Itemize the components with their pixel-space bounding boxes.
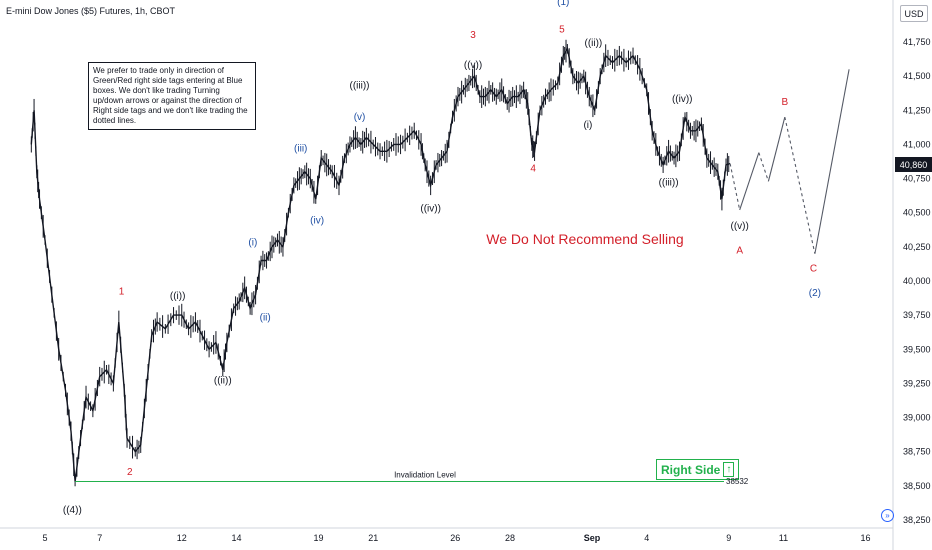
wave-label: ((iii)) xyxy=(659,177,679,188)
time-tick-label: Sep xyxy=(584,533,601,543)
time-tick-label: 28 xyxy=(505,533,515,543)
projection-segment xyxy=(729,163,741,211)
price-tick-label: 38,750 xyxy=(903,447,931,457)
wave-label: (ii) xyxy=(260,313,271,324)
trading-note: We prefer to trade only in direction of … xyxy=(88,62,256,130)
wave-label: 2 xyxy=(127,467,133,478)
wave-label: ((i)) xyxy=(170,291,186,302)
wave-label: A xyxy=(736,246,743,257)
price-series xyxy=(30,39,731,487)
scroll-to-realtime-icon[interactable]: » xyxy=(881,509,894,522)
wave-label: C xyxy=(810,263,817,274)
price-tick-label: 40,250 xyxy=(903,242,931,252)
price-tick-label: 41,750 xyxy=(903,37,931,47)
price-tick-label: 39,250 xyxy=(903,378,931,388)
time-tick-label: 14 xyxy=(231,533,241,543)
wave-label: ((iv)) xyxy=(672,94,693,105)
price-axis: 38,250 38,500 38,750 39,000 39,250 39,500 39,7… xyxy=(892,0,931,550)
currency-button[interactable]: USD xyxy=(900,5,928,22)
recommendation-text: We Do Not Recommend Selling xyxy=(486,231,683,247)
price-line xyxy=(30,46,731,482)
wave-label: 4 xyxy=(530,164,536,175)
time-tick-label: 4 xyxy=(644,533,649,543)
projection-segment xyxy=(739,152,760,211)
time-tick-label: 12 xyxy=(177,533,187,543)
wave-label: (iv) xyxy=(310,216,324,227)
wave-label: 3 xyxy=(470,30,476,41)
wave-label: (iii) xyxy=(294,143,307,154)
price-tick-label: 38,250 xyxy=(903,515,931,525)
time-tick-label: 21 xyxy=(368,533,378,543)
price-tick-label: 39,750 xyxy=(903,310,931,320)
time-tick-label: 7 xyxy=(97,533,102,543)
projection-segment xyxy=(784,116,816,254)
price-tick-label: 41,000 xyxy=(903,139,931,149)
right-side-tag: Right Side ↑ xyxy=(656,459,740,480)
time-tick-label: 11 xyxy=(779,533,788,543)
wave-label: ((iv)) xyxy=(420,203,441,214)
time-tick-label: 16 xyxy=(860,533,870,543)
wave-label: ((v)) xyxy=(464,60,482,71)
wave-label: ((iii)) xyxy=(350,80,370,91)
price-tick-label: 40,750 xyxy=(903,174,931,184)
time-tick-label: 19 xyxy=(313,533,323,543)
price-tick-label: 38,500 xyxy=(903,481,931,491)
wave-label: ((v)) xyxy=(731,221,749,232)
time-tick-label: 5 xyxy=(42,533,47,543)
symbol-title: E-mini Dow Jones ($5) Futures, 1h, CBOT xyxy=(6,6,176,16)
time-tick-label: 9 xyxy=(726,533,731,543)
price-tick-label: 39,000 xyxy=(903,413,931,423)
price-tick-label: 40,000 xyxy=(903,276,931,286)
projection-segment xyxy=(758,152,769,182)
current-price-badge: 40,860 xyxy=(895,157,932,172)
wave-label: ((ii)) xyxy=(584,38,602,49)
wave-label: (1) xyxy=(557,0,569,8)
wave-label: ((4)) xyxy=(63,505,82,516)
price-tick-label: 41,250 xyxy=(903,105,931,115)
invalidation-label: Invalidation Level xyxy=(394,470,456,479)
right-side-label: Right Side xyxy=(661,462,721,477)
projection-paths xyxy=(729,69,850,254)
wave-label: 5 xyxy=(559,24,565,35)
time-axis: 5 7 12 14 19 21 26 28 Sep 4 9 11 16 xyxy=(0,527,893,543)
wave-label: (i) xyxy=(583,120,592,131)
price-tick-label: 41,500 xyxy=(903,71,931,81)
projection-segment xyxy=(814,69,850,254)
wave-labels: ((4)) 1 2 ((i)) ((ii)) (i) (ii) (iii) (iv) (v) ((i… xyxy=(63,0,821,516)
wave-label: 1 xyxy=(119,287,125,298)
wave-label: (i) xyxy=(248,237,257,248)
wave-label: (v) xyxy=(354,112,366,123)
price-tick-label: 39,500 xyxy=(903,344,931,354)
invalidation-value-tag: 38532 xyxy=(726,477,749,486)
arrow-up-icon: ↑ xyxy=(723,462,735,477)
projection-segment xyxy=(767,116,786,182)
wave-label: B xyxy=(781,97,788,108)
wave-label: ((ii)) xyxy=(214,375,232,386)
price-tick-label: 40,500 xyxy=(903,208,931,218)
wave-label: (2) xyxy=(809,288,821,299)
time-tick-label: 26 xyxy=(450,533,460,543)
